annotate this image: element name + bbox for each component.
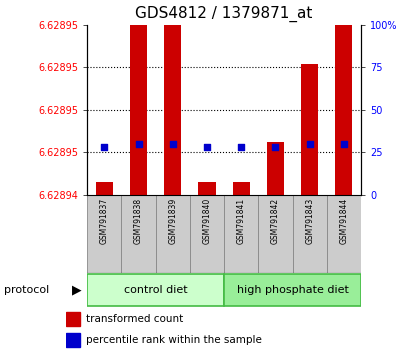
Text: protocol: protocol [4, 285, 49, 295]
Bar [87, 274, 224, 306]
Bar [327, 195, 361, 273]
Bar [301, 64, 318, 195]
Text: GSM791844: GSM791844 [339, 198, 349, 244]
Bar [267, 142, 284, 195]
Point [272, 144, 279, 150]
Point [169, 141, 176, 147]
Bar [66, 312, 80, 326]
Point [204, 144, 210, 150]
Bar [130, 0, 147, 195]
Bar [224, 195, 259, 273]
Bar [233, 182, 250, 195]
Bar [335, 0, 352, 195]
Bar [198, 182, 215, 195]
Point [101, 144, 107, 150]
Bar [66, 333, 80, 347]
Text: GSM791841: GSM791841 [237, 198, 246, 244]
Bar [96, 182, 113, 195]
Point [135, 141, 142, 147]
Point [306, 141, 313, 147]
Bar [156, 195, 190, 273]
Bar [87, 195, 122, 273]
Bar [122, 195, 156, 273]
Bar [190, 195, 224, 273]
Point [238, 144, 244, 150]
Text: transformed count: transformed count [85, 314, 183, 324]
Text: GSM791839: GSM791839 [168, 198, 177, 244]
Text: high phosphate diet: high phosphate diet [237, 285, 349, 295]
Text: control diet: control diet [124, 285, 188, 295]
Text: GSM791838: GSM791838 [134, 198, 143, 244]
Text: GSM791840: GSM791840 [203, 198, 212, 244]
Bar [259, 195, 293, 273]
Bar [164, 0, 181, 195]
Text: ▶: ▶ [72, 284, 82, 297]
Text: GSM791837: GSM791837 [100, 198, 109, 244]
Text: GSM791842: GSM791842 [271, 198, 280, 244]
Text: GSM791843: GSM791843 [305, 198, 314, 244]
Text: percentile rank within the sample: percentile rank within the sample [85, 335, 261, 345]
Point [341, 141, 347, 147]
Bar [293, 195, 327, 273]
Title: GDS4812 / 1379871_at: GDS4812 / 1379871_at [135, 6, 313, 22]
Bar [224, 274, 361, 306]
